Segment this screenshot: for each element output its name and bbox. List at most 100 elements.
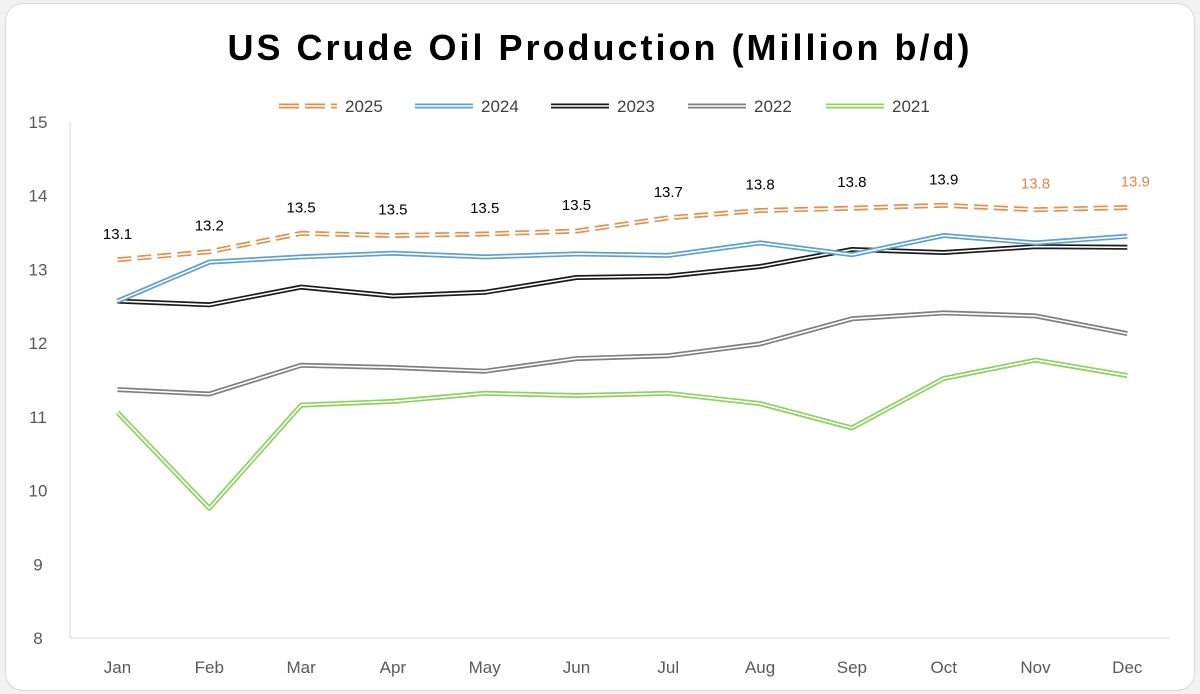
data-label-nov: 13.8: [1021, 176, 1050, 193]
data-point-2022-jan: [115, 387, 120, 392]
data-point-2023-aug: [758, 264, 763, 269]
series-2022: [115, 310, 1130, 397]
data-point-2023-feb: [207, 302, 212, 307]
data-label-sep: 13.8: [837, 174, 866, 191]
data-point-2024-nov: [1033, 240, 1038, 245]
series-line-core-2025: [117, 204, 1128, 261]
data-point-2023-apr: [390, 293, 395, 298]
data-point-2021-oct: [941, 376, 946, 381]
series-2024: [116, 233, 1130, 304]
x-tick-label-feb: Feb: [195, 658, 224, 677]
data-point-2022-aug: [758, 341, 763, 346]
series-line-2021: [115, 357, 1128, 511]
data-point-2025-sep: [849, 206, 854, 211]
data-label-mar: 13.5: [286, 199, 315, 216]
y-tick-label: 12: [29, 334, 48, 353]
legend-item-2022: 2022: [688, 97, 792, 116]
legend-label-2025: 2025: [345, 97, 383, 116]
data-point-2024-jul: [666, 253, 671, 258]
series-2023: [117, 244, 1128, 308]
data-point-2021-jan: [115, 410, 120, 415]
series-line-core-2022: [117, 312, 1128, 395]
data-label-oct: 13.9: [929, 171, 958, 188]
legend-label-2024: 2024: [481, 97, 519, 116]
data-point-2023-jul: [666, 274, 671, 279]
data-label-aug: 13.8: [745, 176, 774, 193]
data-point-2024-sep: [849, 252, 854, 257]
data-point-2024-may: [482, 254, 487, 259]
data-point-2024-jun: [574, 251, 579, 256]
data-point-2021-dec: [1125, 373, 1130, 378]
data-point-2025-may: [482, 232, 487, 237]
data-point-2022-apr: [390, 365, 395, 370]
x-tick-label-nov: Nov: [1020, 658, 1051, 677]
data-point-2025-feb: [207, 249, 212, 254]
series-2025: [115, 202, 1130, 263]
legend-item-2025: 2025: [279, 97, 383, 116]
data-point-2021-aug: [758, 401, 763, 406]
data-point-2022-sep: [849, 316, 854, 321]
data-point-2025-jul: [666, 215, 671, 220]
data-point-2022-jul: [666, 353, 671, 358]
data-point-2024-dec: [1125, 234, 1130, 239]
chart-card: [5, 3, 1195, 691]
y-tick-label: 14: [29, 187, 48, 206]
data-point-2025-nov: [1033, 207, 1038, 212]
data-point-2025-dec: [1125, 205, 1130, 210]
data-point-2021-may: [482, 391, 487, 396]
data-labels: 13.1 13.2 13.5 13.5 13.5 13.5 13.7 13.8 13.8 13.9…: [103, 171, 1150, 243]
y-tick-label: 13: [29, 260, 48, 279]
x-tick-label-aug: Aug: [745, 658, 775, 677]
data-point-2025-oct: [941, 203, 946, 208]
x-tick-label-jun: Jun: [563, 658, 590, 677]
x-tick-label-may: May: [469, 658, 502, 677]
data-label-feb: 13.2: [195, 218, 224, 235]
y-tick-label: 10: [29, 482, 48, 501]
data-point-2022-oct: [941, 310, 946, 315]
data-point-2022-mar: [299, 363, 304, 368]
data-point-2022-nov: [1033, 313, 1038, 318]
data-point-2021-mar: [299, 403, 304, 408]
data-label-jul: 13.7: [654, 184, 683, 201]
data-point-2021-jun: [574, 393, 579, 398]
chart-legend: 2025 2024 2023 2022 2021: [279, 97, 930, 116]
legend-item-2024: 2024: [415, 97, 519, 116]
data-point-2025-jan: [115, 257, 120, 262]
data-point-2022-may: [482, 369, 487, 374]
x-tick-label-mar: Mar: [286, 658, 316, 677]
data-point-2021-nov: [1033, 358, 1038, 363]
data-point-2023-mar: [299, 285, 304, 290]
series-line-core-2023: [117, 245, 1128, 306]
x-tick-label-apr: Apr: [380, 658, 407, 677]
y-tick-label: 9: [33, 555, 42, 574]
legend-label-2023: 2023: [617, 97, 655, 116]
data-point-2021-feb: [207, 506, 212, 511]
y-tick-label: 8: [33, 629, 42, 648]
y-axis: 8 9 10 11 12 13 14 15: [29, 113, 71, 648]
data-label-may: 13.5: [470, 200, 499, 217]
data-point-2021-jul: [666, 391, 671, 396]
chart-series: [115, 202, 1130, 511]
data-point-2023-jun: [574, 275, 579, 280]
data-point-2023-may: [482, 290, 487, 295]
data-point-2023-sep: [849, 247, 854, 252]
data-point-2022-jun: [574, 356, 579, 361]
x-axis: Jan Feb Mar Apr May Jun Jul Aug Sep Oct Nov Dec: [70, 637, 1170, 677]
data-point-2022-feb: [207, 392, 212, 397]
data-point-2021-apr: [390, 399, 395, 404]
legend-item-2021: 2021: [826, 97, 930, 116]
y-tick-label: 11: [29, 408, 47, 427]
data-point-2022-dec: [1125, 331, 1130, 336]
series-2021: [115, 357, 1130, 511]
data-point-2025-mar: [299, 231, 304, 236]
y-tick-label: 15: [29, 113, 48, 132]
legend-label-2022: 2022: [754, 97, 792, 116]
x-tick-label-sep: Sep: [837, 658, 867, 677]
data-point-2024-apr: [390, 251, 395, 256]
data-label-dec: 13.9: [1121, 174, 1150, 191]
data-label-apr: 13.5: [378, 202, 407, 219]
data-point-2025-apr: [390, 233, 395, 238]
chart-title: US Crude Oil Production (Million b/d): [228, 27, 973, 68]
data-point-2025-jun: [574, 229, 579, 234]
